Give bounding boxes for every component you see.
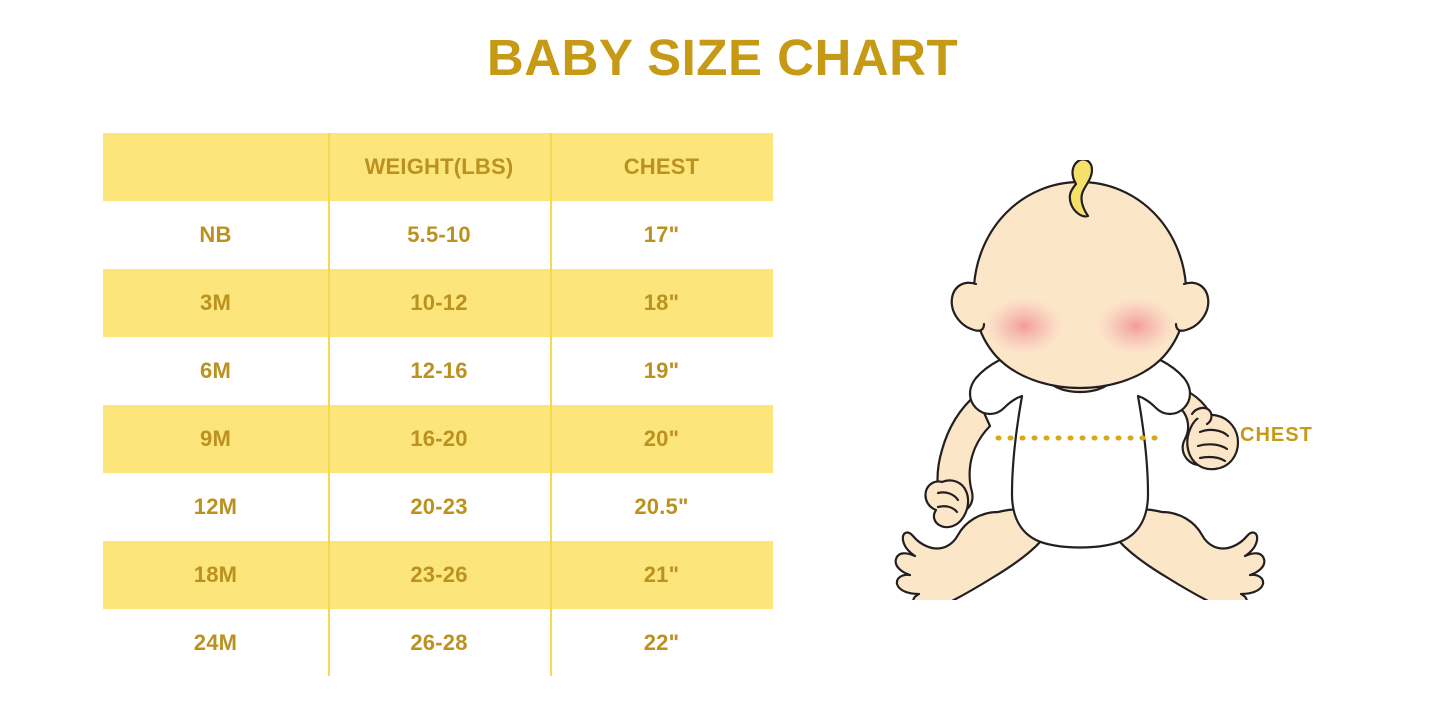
cell-chest: 22": [643, 630, 680, 655]
right-fist-crease-2: [1196, 443, 1229, 451]
cell-weight: 16-20: [410, 426, 468, 451]
left-fist-crease-2: [936, 505, 959, 514]
cell-weight: 10-12: [410, 290, 468, 315]
right-fist-crease: [1198, 428, 1230, 438]
cell-chest: 17": [643, 222, 680, 247]
left-cheek: [984, 297, 1064, 355]
right-fist-crease-3: [1198, 455, 1227, 463]
table-row: 18M 23-26 21": [103, 541, 773, 609]
page-title: BABY SIZE CHART: [486, 29, 959, 86]
right-cheek: [1096, 297, 1176, 355]
column-header-size: [103, 133, 328, 201]
cell-chest: 19": [643, 358, 680, 383]
table-row: 9M 16-20 20": [103, 405, 773, 473]
right-ear: [1174, 281, 1210, 332]
right-fist: [1186, 413, 1240, 471]
table-body: NB 5.5-10 17" 3M 10-12 18" 6M 12-16 19" …: [103, 201, 773, 677]
cell-size: NB: [199, 222, 232, 247]
chest-measurement-label: CHEST: [1240, 424, 1313, 446]
cell-chest: 20.5": [634, 494, 689, 519]
cell-size: 3M: [200, 290, 231, 315]
table-row: NB 5.5-10 17": [103, 201, 773, 269]
cell-chest: 21": [643, 562, 680, 587]
table-row: 12M 20-23 20.5": [103, 473, 773, 541]
hair-curl: [1068, 160, 1094, 218]
column-divider-1: [328, 133, 330, 676]
left-fist: [924, 479, 970, 529]
left-leg: [894, 508, 1047, 600]
column-header-chest: CHEST: [623, 154, 700, 179]
table-row: 24M 26-28 22": [103, 609, 773, 677]
cell-size: 9M: [200, 426, 231, 451]
cell-weight: 23-26: [410, 562, 468, 587]
right-leg: [1113, 508, 1266, 600]
right-thumb: [1190, 406, 1213, 426]
cell-weight: 26-28: [410, 630, 468, 655]
cell-size: 18M: [193, 562, 238, 587]
cell-chest: 20": [643, 426, 680, 451]
size-chart-table: WEIGHT(LBS) CHEST NB 5.5-10 17" 3M 10-12…: [103, 133, 773, 677]
table-row: 6M 12-16 19": [103, 337, 773, 405]
column-divider-2: [550, 133, 552, 676]
table-row: 3M 10-12 18": [103, 269, 773, 337]
cell-weight: 12-16: [410, 358, 468, 383]
left-fist-crease: [936, 491, 960, 502]
cell-weight: 5.5-10: [407, 222, 471, 247]
cell-chest: 18": [643, 290, 680, 315]
table-header-row: WEIGHT(LBS) CHEST: [103, 133, 773, 201]
cell-size: 6M: [200, 358, 231, 383]
table-header: WEIGHT(LBS) CHEST: [103, 133, 773, 201]
baby-illustration: [894, 160, 1266, 600]
left-ear: [950, 281, 986, 332]
cell-size: 24M: [193, 630, 238, 655]
column-header-weight: WEIGHT(LBS): [364, 154, 514, 179]
cell-size: 12M: [193, 494, 238, 519]
cell-weight: 20-23: [410, 494, 468, 519]
